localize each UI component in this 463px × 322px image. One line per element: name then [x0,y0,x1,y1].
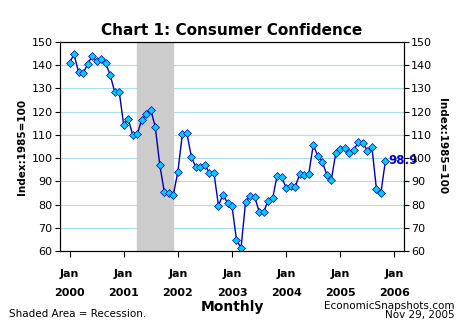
Point [332,150,339,156]
Point [304,172,312,177]
Point [350,147,357,152]
Text: Jan: Jan [168,269,187,279]
Point [345,150,352,155]
Point [120,122,127,128]
Point [336,147,343,152]
Text: 2006: 2006 [378,288,409,298]
Point [124,116,131,121]
Title: Chart 1: Consumer Confidence: Chart 1: Consumer Confidence [101,23,362,38]
Point [183,131,190,136]
Point [210,171,217,176]
Point [70,52,78,57]
Point [142,112,150,117]
Point [295,172,303,177]
Point [237,245,244,251]
Point [138,117,145,122]
Point [269,196,276,201]
Text: 2000: 2000 [54,288,85,298]
Text: 2002: 2002 [162,288,193,298]
Y-axis label: Index:1985=100: Index:1985=100 [436,99,446,194]
Point [84,62,91,67]
Point [277,175,285,180]
Text: 2001: 2001 [108,288,139,298]
Point [327,178,334,183]
Point [354,139,361,145]
Text: Shaded Area = Recession.: Shaded Area = Recession. [9,309,146,319]
Text: 2005: 2005 [324,288,355,298]
Point [178,132,186,137]
Point [160,189,168,194]
Point [219,192,226,197]
Point [273,173,280,178]
Point [318,159,325,164]
Point [232,237,240,242]
Point [300,172,307,177]
Point [264,198,271,203]
Point [309,142,316,147]
Point [133,132,141,137]
Point [246,193,253,198]
Text: Jan: Jan [222,269,241,279]
Text: 2004: 2004 [270,288,301,298]
Point [282,185,289,190]
Point [201,163,208,168]
Bar [137,42,173,251]
Point [111,89,118,94]
Point [291,184,298,189]
Point [376,190,384,195]
Point [115,89,123,94]
Point [223,200,231,206]
Point [106,72,113,78]
Point [93,59,100,64]
Point [372,187,379,192]
Point [75,70,82,75]
Point [286,183,294,188]
Point [192,165,199,170]
Point [97,57,105,62]
Point [151,124,159,129]
Point [313,153,321,158]
Point [66,60,73,65]
Point [174,169,181,175]
Point [187,155,194,160]
Point [129,133,136,138]
Text: EconomicSnapshots.com: EconomicSnapshots.com [324,301,454,311]
Point [214,203,222,208]
Text: Jan: Jan [330,269,349,279]
Point [88,53,96,59]
Text: Monthly: Monthly [200,300,263,314]
Point [259,210,267,215]
Point [196,165,204,170]
Point [250,194,258,199]
Y-axis label: Index:1985=100: Index:1985=100 [17,99,27,194]
Text: Jan: Jan [276,269,295,279]
Text: 98.9: 98.9 [388,154,417,167]
Text: Nov 29, 2005: Nov 29, 2005 [384,310,454,320]
Point [165,191,172,196]
Text: Jan: Jan [384,269,403,279]
Point [363,148,370,153]
Text: Jan: Jan [114,269,133,279]
Point [169,192,177,197]
Point [322,172,330,177]
Point [241,200,249,205]
Point [205,170,213,175]
Point [79,71,87,76]
Point [102,61,109,66]
Point [147,107,154,112]
Point [381,158,388,163]
Point [367,144,375,149]
Text: 2003: 2003 [216,288,247,298]
Point [228,204,235,209]
Point [156,163,163,168]
Point [255,209,262,214]
Text: Jan: Jan [60,269,79,279]
Point [358,141,366,146]
Point [340,145,348,150]
